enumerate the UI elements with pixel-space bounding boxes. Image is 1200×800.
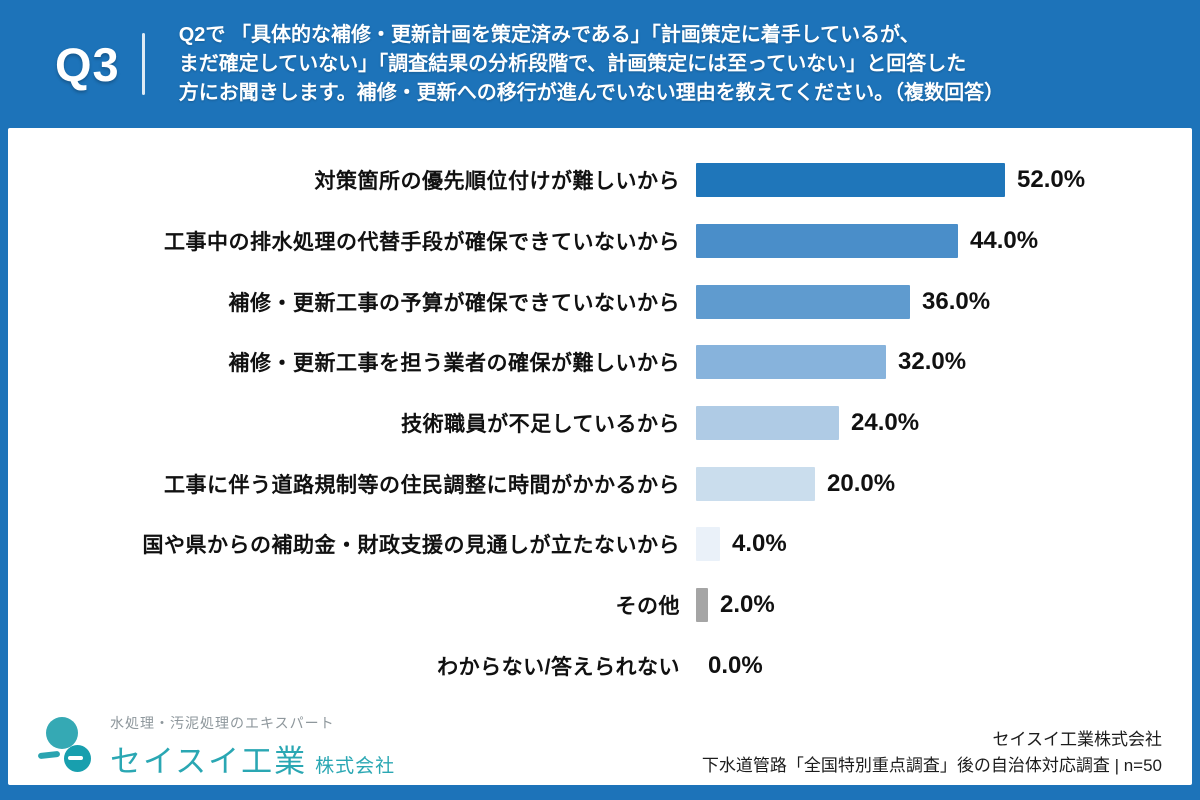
chart-row: 対策箇所の優先順位付けが難しいから 52.0% — [8, 150, 1192, 211]
bar-area: 52.0% — [696, 163, 1086, 198]
bar-chart: 対策箇所の優先順位付けが難しいから 52.0% 工事中の排水処理の代替手段が確保でき… — [8, 150, 1192, 696]
value-label: 20.0% — [827, 469, 896, 497]
chart-row: 工事に伴う道路規制等の住民調整に時間がかかるから 20.0% — [8, 453, 1192, 514]
chart-row: その他 2.0% — [8, 575, 1192, 636]
source-company: セイスイ工業株式会社 — [992, 730, 1163, 749]
value-label: 44.0% — [970, 227, 1039, 255]
chart-row: 補修・更新工事を担う業者の確保が難しいから 32.0% — [8, 332, 1192, 393]
chart-row: 国や県からの補助金・財政支援の見通しが立たないから 4.0% — [8, 514, 1192, 575]
question-line-1: Q2で 「具体的な補修・更新計画を策定済みである」「計画策定に着手しているが、 — [178, 23, 920, 46]
question-number: Q3 — [55, 37, 120, 91]
bar-area: 2.0% — [696, 588, 775, 623]
bubble-large — [46, 717, 78, 749]
chart-row: わからない/答えられない 0.0% — [8, 636, 1192, 697]
value-label: 32.0% — [898, 348, 967, 376]
question-text: Q2で 「具体的な補修・更新計画を策定済みである」「計画策定に着手しているが、 … — [179, 21, 1004, 108]
category-label: 技術職員が不足しているから — [401, 413, 680, 437]
bar-area: 24.0% — [696, 406, 920, 441]
bar-area: 32.0% — [696, 345, 967, 380]
category-label: 補修・更新工事の予算が確保できていないから — [228, 291, 680, 315]
value-label: 0.0% — [708, 651, 763, 679]
bubble-highlight — [68, 756, 83, 760]
bar — [696, 406, 839, 441]
bar-area: 36.0% — [696, 284, 991, 319]
value-label: 2.0% — [720, 591, 775, 619]
logo-tagline: 水処理・汚泥処理のエキスパート — [110, 715, 335, 731]
bar — [696, 466, 815, 501]
bar — [696, 284, 910, 319]
chart-row: 技術職員が不足しているから 24.0% — [8, 393, 1192, 454]
logo-text: 水処理・汚泥処理のエキスパート セイスイ工業 株式会社 — [110, 713, 395, 781]
category-label: 工事中の排水処理の代替手段が確保できていないから — [164, 231, 680, 255]
company-logo: 水処理・汚泥処理のエキスパート セイスイ工業 株式会社 — [37, 711, 395, 783]
company-suffix: 株式会社 — [315, 756, 396, 777]
value-label: 4.0% — [732, 530, 787, 558]
question-line-2: まだ確定していない」「調査結果の分析段階で、計画策定には至っていない」と回答した — [178, 52, 967, 75]
category-label: 国や県からの補助金・財政支援の見通しが立たないから — [142, 534, 680, 558]
category-label: わからない/答えられない — [437, 655, 680, 679]
category-label: 補修・更新工事を担う業者の確保が難しいから — [228, 352, 680, 376]
header-divider — [141, 33, 145, 95]
survey-source: セイスイ工業株式会社 下水道管路「全国特別重点調査」後の自治体対応調査 | n=… — [702, 727, 1162, 779]
category-label: 対策箇所の優先順位付けが難しいから — [314, 170, 680, 194]
question-header: Q3 Q2で 「具体的な補修・更新計画を策定済みである」「計画策定に着手している… — [0, 0, 1200, 128]
bar-area: 0.0% — [696, 652, 763, 680]
bar-area: 20.0% — [696, 466, 896, 501]
bar — [696, 345, 886, 380]
category-label: 工事に伴う道路規制等の住民調整に時間がかかるから — [164, 473, 680, 497]
water-bubbles-icon — [37, 715, 96, 779]
bar — [696, 163, 1005, 198]
logo-name-row: セイスイ工業 株式会社 — [110, 736, 395, 781]
question-line-3: 方にお聞きします。補修・更新への移行が進んでいない理由を教えてください。（複数回… — [178, 81, 1005, 104]
chart-row: 工事中の排水処理の代替手段が確保できていないから 44.0% — [8, 211, 1192, 272]
chart-card: 対策箇所の優先順位付けが難しいから 52.0% 工事中の排水処理の代替手段が確保でき… — [8, 128, 1192, 785]
bar — [696, 588, 708, 623]
bar — [696, 527, 720, 562]
category-label: その他 — [615, 595, 680, 619]
source-survey: 下水道管路「全国特別重点調査」後の自治体対応調査 | n=50 — [701, 756, 1162, 775]
bar-area: 4.0% — [696, 527, 787, 562]
company-name: セイスイ工業 — [110, 744, 308, 779]
bubble-dash — [37, 750, 61, 760]
value-label: 24.0% — [851, 409, 920, 437]
value-label: 36.0% — [922, 287, 991, 315]
value-label: 52.0% — [1017, 166, 1086, 194]
bar — [696, 224, 958, 259]
bar-area: 44.0% — [696, 224, 1039, 259]
chart-row: 補修・更新工事の予算が確保できていないから 36.0% — [8, 271, 1192, 332]
